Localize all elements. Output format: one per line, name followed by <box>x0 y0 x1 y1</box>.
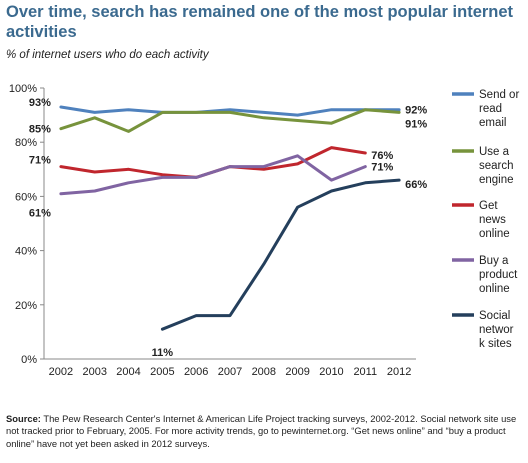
x-tick-label: 2009 <box>285 366 309 378</box>
series-line-4 <box>59 154 367 196</box>
legend-label: Send or <box>479 89 519 101</box>
x-tick-label: 2011 <box>353 366 377 378</box>
legend-label: news <box>479 214 506 226</box>
data-label: 93% <box>29 97 51 109</box>
data-label: 71% <box>29 155 51 167</box>
legend-label: product <box>479 269 518 281</box>
series-line-1 <box>59 105 401 117</box>
source-text: The Pew Research Center's Internet & Ame… <box>6 413 517 449</box>
y-tick-label: 20% <box>15 300 37 312</box>
line-chart: 0% 20% 40% 60% 80% 100% 2002 2003 2004 2005 2006 20… <box>9 83 520 378</box>
data-label: 91% <box>405 118 427 130</box>
data-label: 92% <box>405 105 427 117</box>
y-tick-label: 100% <box>9 83 37 95</box>
data-label: 61% <box>29 208 51 220</box>
legend-label: engine <box>479 174 514 186</box>
x-tick-label: 2004 <box>116 366 140 378</box>
x-tick-label: 2007 <box>218 366 242 378</box>
legend-label: search <box>479 160 514 172</box>
source-note: Source: The Pew Research Center's Intern… <box>6 413 522 450</box>
data-label: 85% <box>29 124 51 136</box>
legend-label: Buy a <box>479 255 509 267</box>
legend-label: k sites <box>479 338 512 350</box>
chart-title: Over time, search has remained one of th… <box>6 3 514 41</box>
data-label: 76% <box>371 150 393 162</box>
y-tick-label: 40% <box>15 246 37 258</box>
x-tick-label: 2005 <box>150 366 174 378</box>
legend-label: Use a <box>479 146 510 158</box>
series-line-5 <box>160 178 401 331</box>
legend-label: Get <box>479 200 498 212</box>
legend-label: networ <box>479 324 514 336</box>
series-line-2 <box>59 108 401 133</box>
x-tick-label: 2003 <box>82 366 106 378</box>
y-tick-label: 0% <box>21 354 37 366</box>
legend-label: Social <box>479 310 510 322</box>
x-tick-label: 2008 <box>252 366 276 378</box>
y-tick-label: 80% <box>15 137 37 149</box>
legend-label: email <box>479 117 506 129</box>
x-tick-label: 2002 <box>49 366 73 378</box>
chart-subtitle: % of internet users who do each activity <box>6 49 209 61</box>
x-tick-label: 2006 <box>184 366 208 378</box>
data-label: 11% <box>152 347 174 359</box>
x-tick-label: 2012 <box>387 366 411 378</box>
legend-label: online <box>479 283 510 295</box>
source-label: Source: <box>6 413 41 424</box>
y-tick-label: 60% <box>15 191 37 203</box>
legend-label: read <box>479 103 502 115</box>
data-label: 66% <box>405 179 427 191</box>
data-label: 71% <box>371 162 393 174</box>
x-tick-label: 2010 <box>319 366 343 378</box>
legend-label: online <box>479 228 510 240</box>
